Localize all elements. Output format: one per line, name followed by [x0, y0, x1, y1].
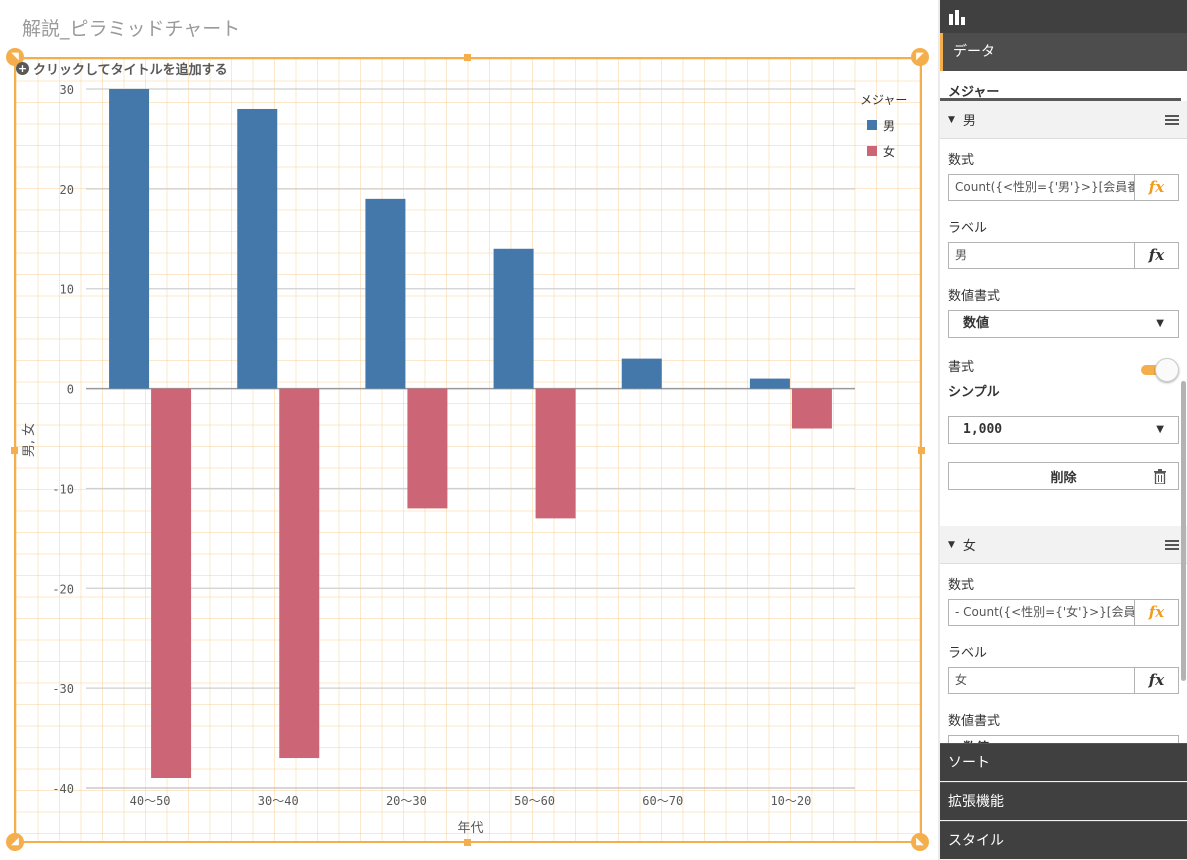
sheet-title[interactable]: 解説_ピラミッドチャート	[22, 18, 241, 40]
bar-male[interactable]	[109, 89, 150, 389]
bar-chart-icon	[949, 9, 965, 25]
x-tick-label: 10〜20	[770, 794, 811, 808]
bar-female[interactable]	[535, 388, 576, 519]
tab-data[interactable]: データ	[940, 33, 1187, 71]
legend-swatch	[867, 146, 877, 156]
x-axis-title: 年代	[457, 821, 483, 836]
add-title-button[interactable]: + クリックしてタイトルを追加する	[16, 59, 228, 78]
bar-male[interactable]	[365, 198, 406, 389]
y-tick-label: 10	[60, 283, 74, 297]
x-tick-label: 40〜50	[130, 794, 171, 808]
legend-swatch	[867, 120, 877, 130]
caret-down-icon[interactable]: ▼	[948, 114, 955, 125]
dropdown-arrow-icon: ▼	[1156, 736, 1164, 743]
number-format-select[interactable]: 数値 ▼	[948, 735, 1179, 743]
bar-female[interactable]	[279, 388, 320, 759]
sheet-area: 解説_ピラミッドチャート ◥ ◤ ◢ ◣ + クリックしてタイトルを追加する 3…	[0, 0, 938, 860]
resize-handle-right[interactable]	[918, 447, 925, 454]
legend-entry[interactable]: 女	[883, 144, 895, 159]
y-tick-label: -40	[52, 782, 74, 796]
tab-sort[interactable]: ソート	[940, 743, 1187, 781]
bar-male[interactable]	[237, 108, 278, 389]
number-format-value: 数値	[963, 316, 990, 331]
measure-header-female[interactable]: ▼ 女	[940, 526, 1187, 564]
y-tick-label: -10	[52, 482, 74, 496]
bar-male[interactable]	[621, 358, 662, 389]
y-tick-label: 30	[60, 83, 74, 97]
caret-down-icon[interactable]: ▼	[948, 539, 955, 550]
dropdown-arrow-icon: ▼	[1156, 424, 1164, 435]
legend-entry[interactable]: 男	[883, 119, 895, 133]
fx-button[interactable]: fx	[1135, 242, 1179, 269]
bar-female[interactable]	[791, 388, 832, 429]
x-tick-label: 30〜40	[258, 794, 299, 808]
tab-style[interactable]: スタイル	[940, 821, 1187, 859]
hamburger-icon[interactable]	[1165, 538, 1179, 552]
trash-icon	[1154, 469, 1166, 484]
expression-input[interactable]: Count({<性別={'男'}>}[会員番	[948, 174, 1135, 201]
resize-handle-bottom[interactable]	[464, 839, 471, 846]
expression-input[interactable]: - Count({<性別={'女'}>}[会員番	[948, 599, 1135, 626]
style-value: シンプル	[948, 385, 1000, 400]
bar-male[interactable]	[749, 378, 790, 389]
resize-handle-top[interactable]	[464, 54, 471, 61]
properties-panel: データ メジャー ▼ 男 数式 Count({<性別={'男'}>}[会員番 f…	[940, 0, 1187, 860]
y-axis-title: 男, 女	[21, 423, 37, 457]
delete-label: 削除	[1050, 470, 1077, 486]
panel-header	[940, 0, 1187, 33]
x-tick-label: 60〜70	[642, 794, 683, 808]
y-tick-label: -20	[52, 582, 74, 596]
style-label: 書式	[948, 360, 975, 375]
measure-name: 女	[962, 539, 976, 554]
y-tick-label: 20	[60, 183, 74, 197]
fx-button[interactable]: fx	[1135, 174, 1179, 201]
fx-button[interactable]: fx	[1135, 599, 1179, 626]
measure-name: 男	[962, 114, 976, 129]
expression-label: 数式	[948, 578, 975, 593]
fx-button[interactable]: fx	[1135, 667, 1179, 694]
panel-scroll-area[interactable]: メジャー ▼ 男 数式 Count({<性別={'男'}>}[会員番 fx ラベ…	[940, 71, 1187, 743]
legend-title: メジャー	[860, 93, 907, 107]
number-format-value: 数値	[963, 736, 989, 743]
delete-measure-button[interactable]: 削除	[948, 462, 1179, 490]
format-pattern-select[interactable]: 1,000 ▼	[948, 416, 1179, 444]
bar-female[interactable]	[407, 388, 448, 509]
pyramid-bar-chart[interactable]: 30 20 10 0 -10 -20 -30 -40 40〜50 30〜40 20〜30 50〜60 6…	[0, 0, 938, 860]
resize-handle-top-left[interactable]: ◥	[6, 48, 24, 66]
label-input[interactable]: 女	[948, 667, 1135, 694]
number-format-label: 数値書式	[948, 714, 1001, 729]
tab-extensions[interactable]: 拡張機能	[940, 782, 1187, 820]
label-input[interactable]: 男	[948, 242, 1135, 269]
number-format-select[interactable]: 数値 ▼	[948, 310, 1179, 338]
add-title-label: クリックしてタイトルを追加する	[33, 63, 228, 78]
y-tick-label: 0	[67, 383, 74, 397]
x-tick-label: 50〜60	[514, 794, 555, 808]
x-tick-label: 20〜30	[386, 794, 427, 808]
measure-header-male[interactable]: ▼ 男	[940, 101, 1187, 139]
number-format-label: 数値書式	[948, 289, 1001, 304]
bar-female[interactable]	[151, 388, 192, 779]
measures-section-title: メジャー	[940, 71, 1181, 101]
bar-male[interactable]	[493, 248, 534, 389]
panel-scrollbar[interactable]	[1181, 381, 1186, 681]
format-pattern-value: 1,000	[963, 422, 1003, 437]
dropdown-arrow-icon: ▼	[1156, 318, 1164, 329]
hamburger-icon[interactable]	[1165, 113, 1179, 127]
style-toggle[interactable]	[1139, 356, 1179, 382]
resize-handle-left[interactable]	[11, 447, 18, 454]
label-label: ラベル	[948, 646, 988, 661]
expression-label: 数式	[948, 153, 975, 168]
label-label: ラベル	[948, 221, 988, 236]
resize-handle-bottom-right[interactable]: ◣	[911, 833, 929, 851]
resize-handle-top-right[interactable]: ◤	[911, 48, 929, 66]
resize-handle-bottom-left[interactable]: ◢	[6, 833, 24, 851]
y-tick-label: -30	[52, 682, 74, 696]
plus-icon: +	[16, 62, 29, 75]
